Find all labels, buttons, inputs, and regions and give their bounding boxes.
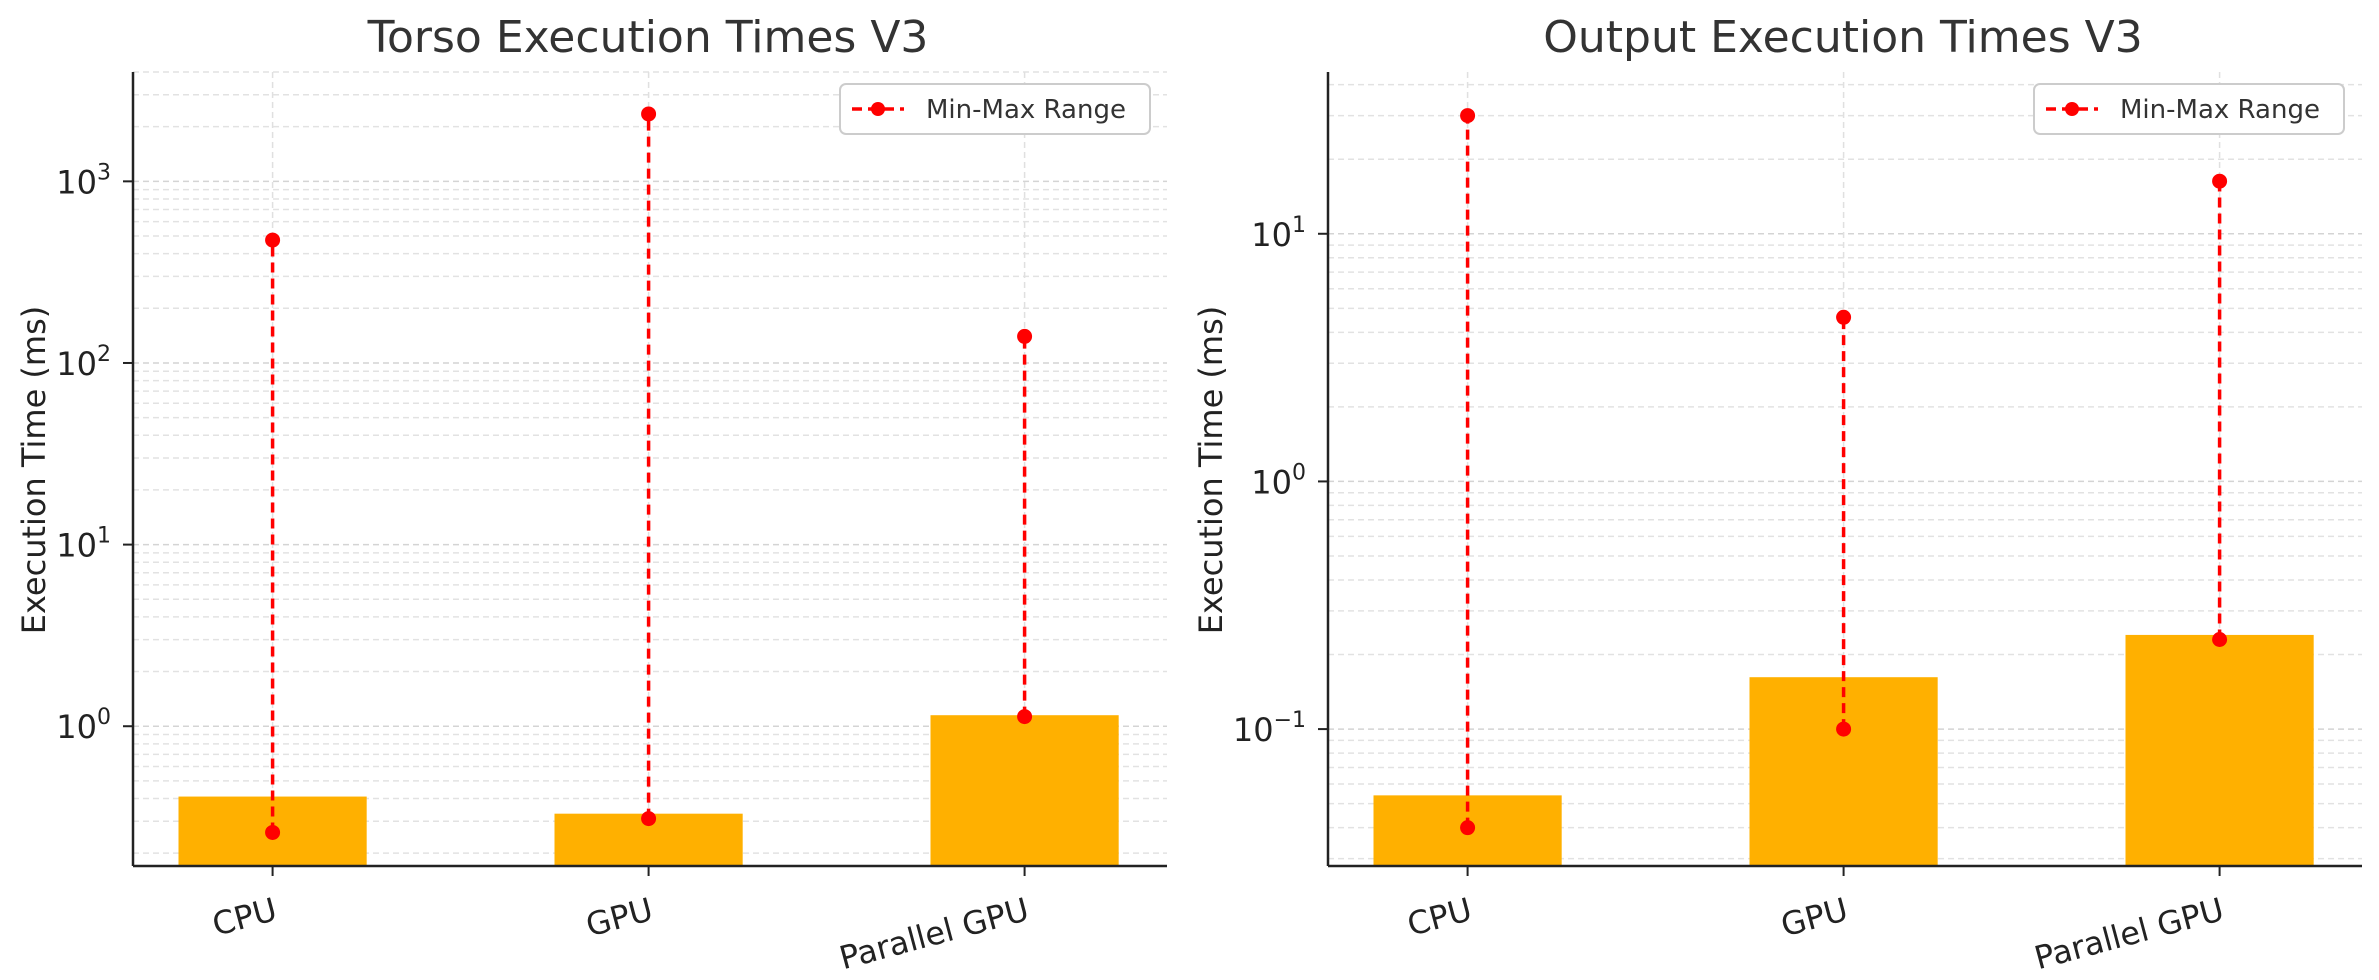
right-chart-legend: Min-Max Range — [2033, 83, 2345, 135]
left-chart-xtick-label-gpu: GPU — [582, 890, 657, 944]
left-chart-xtick-label-cpu: CPU — [208, 890, 281, 944]
left-chart-ylabel: Execution Time (ms) — [15, 306, 53, 635]
right-chart-min-marker-cpu — [1460, 820, 1476, 836]
left-chart-bar-parallel-gpu — [930, 715, 1119, 866]
right-chart-xtick-label-cpu: CPU — [1403, 890, 1476, 944]
left-chart-max-marker-gpu — [641, 106, 657, 122]
right-chart-xtick-label-parallel-gpu: Parallel GPU — [2030, 890, 2227, 977]
left-chart-legend-marker-swatch — [871, 102, 885, 116]
left-chart-legend-box — [839, 83, 1151, 135]
left-chart-min-marker-cpu — [265, 824, 281, 840]
right-chart: Output Execution Times V3 Execution Time… — [1192, 12, 2362, 977]
left-chart-legend: Min-Max Range — [839, 83, 1151, 135]
right-chart-legend-marker-swatch — [2065, 102, 2079, 116]
right-chart-min-marker-gpu — [1836, 721, 1852, 737]
left-chart-ytick-label: 100 — [56, 705, 111, 746]
left-chart-ytick-label: 101 — [56, 524, 111, 565]
left-chart-max-marker-cpu — [265, 232, 281, 248]
right-chart-max-marker-gpu — [1836, 309, 1852, 325]
left-chart-min-marker-parallel-gpu — [1017, 709, 1033, 725]
left-chart-plot-area: 100 101 102 103 CPU GPU Parallel GPU — [56, 71, 1167, 977]
right-chart-title: Output Execution Times V3 — [1543, 12, 2142, 63]
right-chart-ylabel: Execution Time (ms) — [1192, 306, 1230, 635]
left-chart-title: Torso Execution Times V3 — [367, 12, 929, 63]
right-chart-ytick-label: 101 — [1251, 213, 1306, 254]
left-chart-legend-label: Min-Max Range — [926, 95, 1126, 125]
right-chart-min-marker-parallel-gpu — [2212, 632, 2228, 648]
left-chart-max-marker-parallel-gpu — [1017, 328, 1033, 344]
left-chart-min-marker-gpu — [641, 811, 657, 827]
left-chart-ytick-label: 103 — [56, 160, 111, 201]
right-chart-plot-area: 10−1 100 101 CPU GPU Parallel GPU — [1233, 72, 2362, 977]
left-chart-ytick-label: 102 — [56, 342, 111, 383]
right-chart-max-marker-parallel-gpu — [2212, 173, 2228, 189]
right-chart-xtick-label-gpu: GPU — [1777, 890, 1852, 944]
right-chart-ytick-label: 10−1 — [1233, 708, 1306, 749]
right-chart-legend-box — [2033, 83, 2345, 135]
right-chart-ytick-label: 100 — [1251, 460, 1306, 501]
right-chart-max-marker-cpu — [1460, 108, 1476, 124]
right-chart-bar-parallel-gpu — [2125, 634, 2314, 866]
left-chart-xtick-label-parallel-gpu: Parallel GPU — [835, 890, 1032, 977]
right-chart-legend-label: Min-Max Range — [2120, 95, 2320, 125]
left-chart: Torso Execution Times V3 Execution Time … — [15, 12, 1167, 977]
